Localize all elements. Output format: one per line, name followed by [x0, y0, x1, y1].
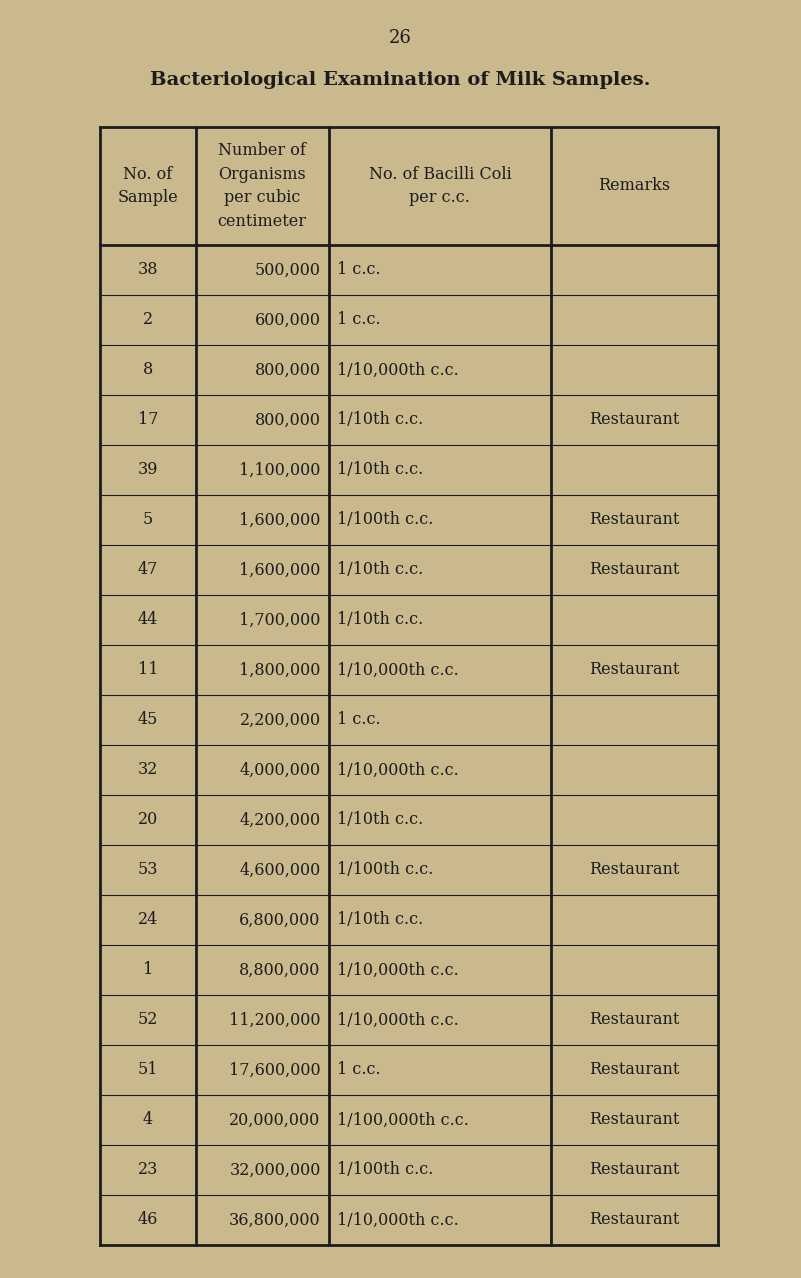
- Text: 1/10,000th c.c.: 1/10,000th c.c.: [336, 1212, 458, 1228]
- Text: 8,800,000: 8,800,000: [239, 961, 320, 979]
- Text: 1/10,000th c.c.: 1/10,000th c.c.: [336, 362, 458, 378]
- Text: 26: 26: [389, 29, 412, 47]
- Text: 800,000: 800,000: [255, 362, 320, 378]
- Text: 20: 20: [138, 812, 158, 828]
- Text: 1,800,000: 1,800,000: [239, 662, 320, 679]
- Text: 500,000: 500,000: [255, 262, 320, 279]
- Text: Number of
Organisms
per cubic
centimeter: Number of Organisms per cubic centimeter: [218, 142, 307, 230]
- Text: 17,600,000: 17,600,000: [229, 1062, 320, 1079]
- Text: Restaurant: Restaurant: [590, 662, 680, 679]
- Text: 46: 46: [138, 1212, 158, 1228]
- Text: Restaurant: Restaurant: [590, 511, 680, 529]
- Text: 32: 32: [138, 762, 158, 778]
- Text: 8: 8: [143, 362, 153, 378]
- Text: 1/10,000th c.c.: 1/10,000th c.c.: [336, 762, 458, 778]
- Text: 1,700,000: 1,700,000: [239, 611, 320, 629]
- Text: Restaurant: Restaurant: [590, 861, 680, 878]
- Text: 36,800,000: 36,800,000: [229, 1212, 320, 1228]
- Text: Restaurant: Restaurant: [590, 561, 680, 579]
- Text: Remarks: Remarks: [598, 178, 670, 194]
- Text: 6,800,000: 6,800,000: [239, 911, 320, 929]
- Text: 11,200,000: 11,200,000: [229, 1011, 320, 1029]
- Text: 4,200,000: 4,200,000: [239, 812, 320, 828]
- Text: No. of
Sample: No. of Sample: [118, 166, 179, 206]
- Text: Restaurant: Restaurant: [590, 1062, 680, 1079]
- Text: Restaurant: Restaurant: [590, 1011, 680, 1029]
- Text: 1/10th c.c.: 1/10th c.c.: [336, 412, 423, 428]
- Text: 1,100,000: 1,100,000: [239, 461, 320, 478]
- Text: 1/10,000th c.c.: 1/10,000th c.c.: [336, 1011, 458, 1029]
- Text: 1,600,000: 1,600,000: [239, 511, 320, 529]
- Text: 23: 23: [138, 1162, 158, 1178]
- Text: 4,600,000: 4,600,000: [239, 861, 320, 878]
- Text: 32,000,000: 32,000,000: [229, 1162, 320, 1178]
- Text: 1/100th c.c.: 1/100th c.c.: [336, 511, 433, 529]
- Text: 2,200,000: 2,200,000: [239, 712, 320, 728]
- Text: 1,600,000: 1,600,000: [239, 561, 320, 579]
- Text: 1/100th c.c.: 1/100th c.c.: [336, 1162, 433, 1178]
- Text: 1/10th c.c.: 1/10th c.c.: [336, 461, 423, 478]
- Text: 2: 2: [143, 312, 153, 328]
- Text: 1 c.c.: 1 c.c.: [336, 312, 380, 328]
- Text: 1/10,000th c.c.: 1/10,000th c.c.: [336, 662, 458, 679]
- Text: 1/10th c.c.: 1/10th c.c.: [336, 911, 423, 929]
- Text: 38: 38: [138, 262, 158, 279]
- Text: 39: 39: [138, 461, 158, 478]
- Text: 1 c.c.: 1 c.c.: [336, 1062, 380, 1079]
- Text: 1 c.c.: 1 c.c.: [336, 712, 380, 728]
- Text: 51: 51: [138, 1062, 158, 1079]
- Text: 44: 44: [138, 611, 158, 629]
- Text: Restaurant: Restaurant: [590, 1112, 680, 1128]
- Text: 17: 17: [138, 412, 158, 428]
- Text: 52: 52: [138, 1011, 158, 1029]
- Text: 11: 11: [138, 662, 158, 679]
- Text: 47: 47: [138, 561, 158, 579]
- Text: 53: 53: [138, 861, 158, 878]
- Text: 600,000: 600,000: [255, 312, 320, 328]
- Text: Restaurant: Restaurant: [590, 1162, 680, 1178]
- Text: 1/10,000th c.c.: 1/10,000th c.c.: [336, 961, 458, 979]
- Text: 1/10th c.c.: 1/10th c.c.: [336, 812, 423, 828]
- Text: Restaurant: Restaurant: [590, 1212, 680, 1228]
- Text: 5: 5: [143, 511, 153, 529]
- Text: 1: 1: [143, 961, 153, 979]
- Text: 4: 4: [143, 1112, 153, 1128]
- Text: 1/10th c.c.: 1/10th c.c.: [336, 611, 423, 629]
- Text: Bacteriological Examination of Milk Samples.: Bacteriological Examination of Milk Samp…: [151, 72, 650, 89]
- Text: 1 c.c.: 1 c.c.: [336, 262, 380, 279]
- Text: 45: 45: [138, 712, 158, 728]
- Text: 4,000,000: 4,000,000: [239, 762, 320, 778]
- Text: No. of Bacilli Coli
per c.c.: No. of Bacilli Coli per c.c.: [368, 166, 511, 206]
- Text: 800,000: 800,000: [255, 412, 320, 428]
- Text: 1/100th c.c.: 1/100th c.c.: [336, 861, 433, 878]
- Text: 24: 24: [138, 911, 158, 929]
- Text: Restaurant: Restaurant: [590, 412, 680, 428]
- Text: 1/100,000th c.c.: 1/100,000th c.c.: [336, 1112, 469, 1128]
- Text: 1/10th c.c.: 1/10th c.c.: [336, 561, 423, 579]
- Text: 20,000,000: 20,000,000: [229, 1112, 320, 1128]
